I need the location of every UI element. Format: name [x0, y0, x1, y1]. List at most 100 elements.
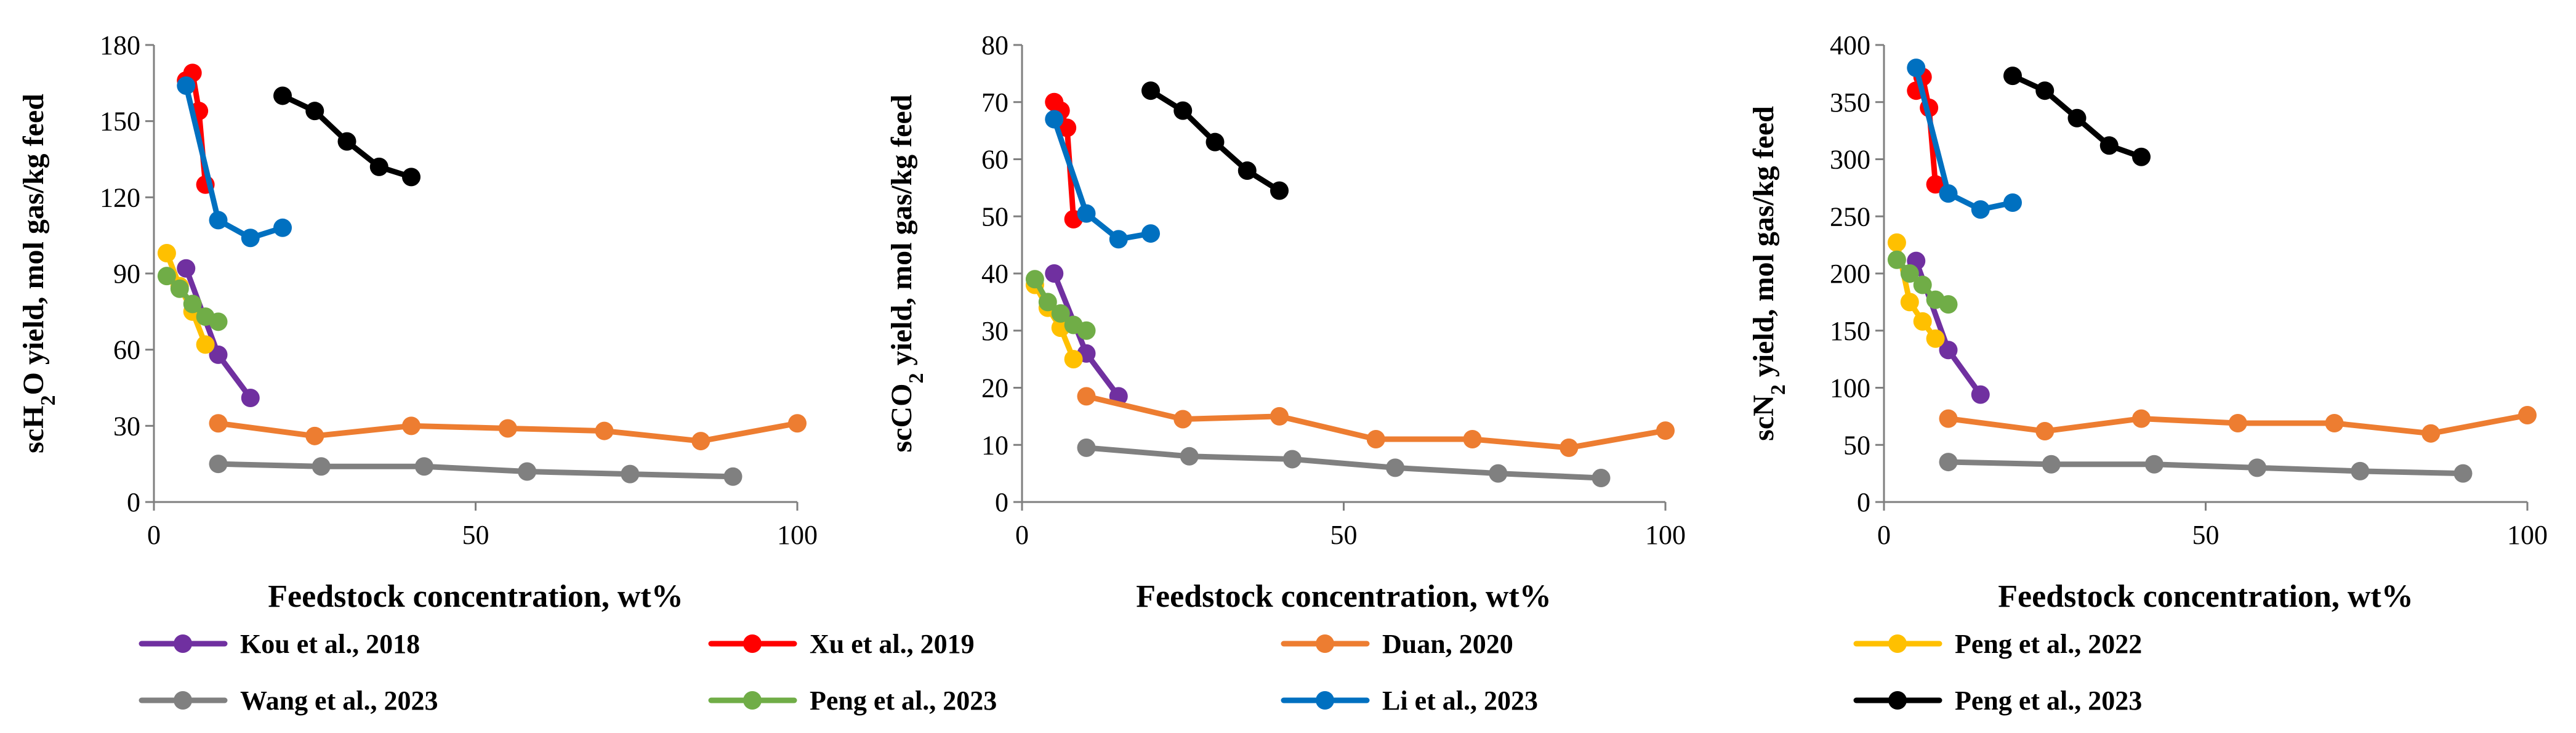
data-point [312, 457, 331, 476]
data-point [1463, 429, 1482, 448]
y-tick-label: 150 [1830, 316, 1870, 346]
data-point [1109, 230, 1128, 249]
y-axis-title-part: yield, mol gas/kg feed [885, 94, 918, 373]
x-axis-title: Feedstock concentration, wt% [268, 579, 683, 614]
data-point [2099, 136, 2119, 155]
y-tick-label: 50 [981, 201, 1008, 232]
data-point [241, 229, 260, 248]
y-axis-title-subscript: 2 [905, 373, 928, 384]
data-point [2351, 461, 2370, 480]
legend-item-6: Peng et al., 2023 [708, 686, 997, 716]
y-tick-label: 350 [1830, 87, 1870, 118]
y-tick-label: 20 [981, 373, 1008, 403]
y-tick-label: 300 [1830, 145, 1870, 175]
data-point [1045, 110, 1064, 129]
legend-item-4: Peng et al., 2022 [1853, 629, 2142, 659]
series-5 [1077, 438, 1611, 488]
y-axis-title-subscript: 2 [37, 395, 60, 406]
data-point [273, 218, 292, 237]
series-7 [1907, 59, 2022, 219]
data-point [1592, 469, 1611, 488]
data-point [1489, 464, 1508, 483]
data-point [1900, 264, 1919, 283]
legend-item-1: Kou et al., 2018 [139, 629, 420, 659]
series-8 [2003, 67, 2151, 166]
data-point [2132, 409, 2151, 428]
x-tick-label: 100 [2507, 520, 2548, 550]
data-point [1366, 429, 1385, 448]
data-point [1939, 453, 1958, 472]
data-point [157, 267, 176, 286]
y-tick-label: 180 [100, 30, 140, 60]
series-3 [1077, 387, 1675, 457]
y-tick-label: 0 [995, 487, 1008, 517]
data-point [1180, 447, 1199, 466]
data-point [1560, 438, 1579, 457]
data-point [1939, 409, 1958, 428]
chart-panel-2: 0 10 20 30 40 50 60 70 80 0 50 100 Feedstock concent… [885, 30, 1686, 614]
y-tick-label: 40 [981, 259, 1008, 289]
data-point [1238, 161, 1257, 180]
y-tick-label: 90 [113, 259, 140, 289]
y-tick-label: 250 [1830, 201, 1870, 232]
data-point [1141, 81, 1160, 100]
y-axis-title-part: scH [17, 406, 50, 453]
legend-label: Wang et al., 2023 [240, 686, 438, 716]
legend-marker [1888, 634, 1907, 653]
data-point [2003, 67, 2022, 86]
y-axis-title-part: O yield, mol gas/kg feed [17, 94, 50, 395]
data-point [691, 432, 710, 451]
data-point [2003, 193, 2022, 212]
data-point [1045, 264, 1064, 283]
data-point [2132, 147, 2151, 166]
data-point [2228, 414, 2247, 433]
data-point [1141, 224, 1160, 243]
y-tick-label: 30 [113, 411, 140, 441]
x-tick-label: 50 [1330, 520, 1358, 550]
series-line [183, 265, 254, 401]
series-8 [1141, 81, 1289, 200]
data-point [1205, 132, 1225, 152]
data-point [414, 457, 433, 476]
data-point [1939, 341, 1958, 360]
y-axis-title-part: scCO [885, 384, 918, 453]
y-axis-title-part: yield, mol gas/kg feed [1747, 106, 1780, 384]
legend-label: Kou et al., 2018 [240, 629, 420, 659]
y-tick-label: 70 [981, 87, 1008, 118]
x-tick-label: 50 [462, 520, 489, 550]
legend-label: Duan, 2020 [1382, 629, 1513, 659]
data-point [1077, 387, 1096, 406]
series-6 [157, 267, 228, 331]
series-line [1913, 65, 2016, 213]
data-point [788, 414, 807, 433]
data-point [402, 416, 421, 435]
legend-label: Peng et al., 2022 [1955, 629, 2142, 659]
data-point [1025, 270, 1044, 289]
y-tick-label: 0 [1857, 487, 1870, 517]
data-point [209, 312, 228, 331]
data-point [1173, 101, 1193, 120]
series-6 [1887, 250, 1958, 314]
data-point [621, 464, 640, 484]
data-point [305, 102, 324, 121]
y-tick-label: 100 [1830, 373, 1870, 403]
data-point [498, 419, 517, 438]
data-point [1173, 410, 1193, 429]
data-point [1926, 329, 1945, 348]
data-point [196, 335, 215, 354]
legend-label: Peng et al., 2023 [810, 686, 997, 716]
data-point [1907, 59, 1926, 78]
y-axis-title: scH2O yield, mol gas/kg feed [17, 94, 60, 453]
chart-panel-1: 0 30 60 90 120 150 180 0 50 100 Feedstock concentr… [17, 30, 818, 614]
data-point [1887, 250, 1906, 269]
x-axis-title: Feedstock concentration, wt% [1136, 579, 1551, 614]
legend: Kou et al., 2018 Xu et al., 2019 Duan, 202… [139, 629, 2142, 716]
data-point [2248, 458, 2267, 477]
data-point [1913, 275, 1932, 294]
y-tick-label: 60 [981, 145, 1008, 175]
y-tick-label: 200 [1830, 259, 1870, 289]
data-point [1051, 304, 1070, 323]
data-point [1386, 458, 1405, 477]
x-tick-label: 0 [1015, 520, 1029, 550]
